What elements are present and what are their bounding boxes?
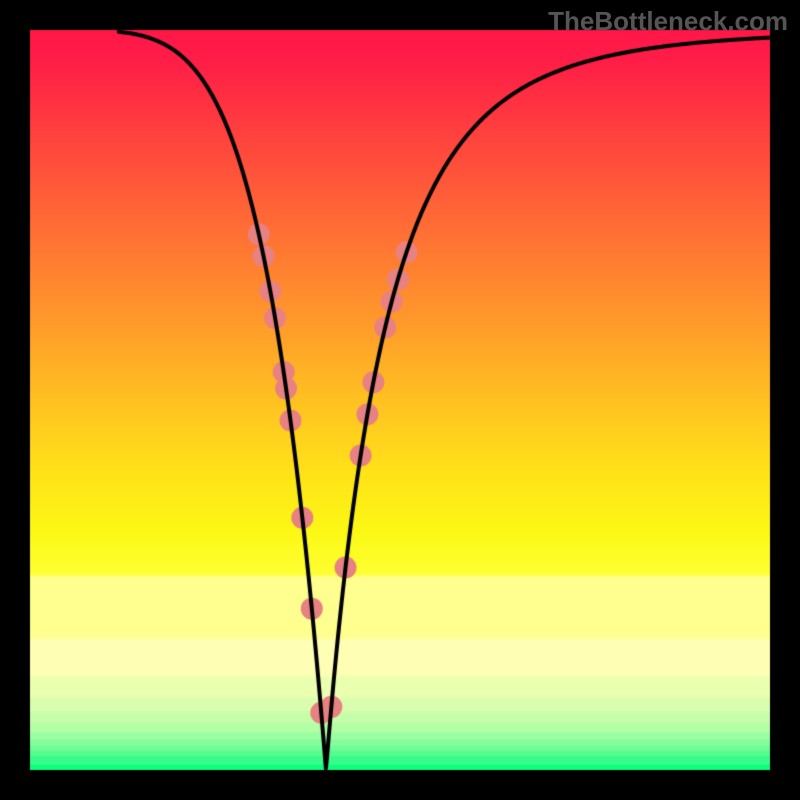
curve-layer (0, 0, 800, 800)
chart-container: TheBottleneck.com (0, 0, 800, 800)
